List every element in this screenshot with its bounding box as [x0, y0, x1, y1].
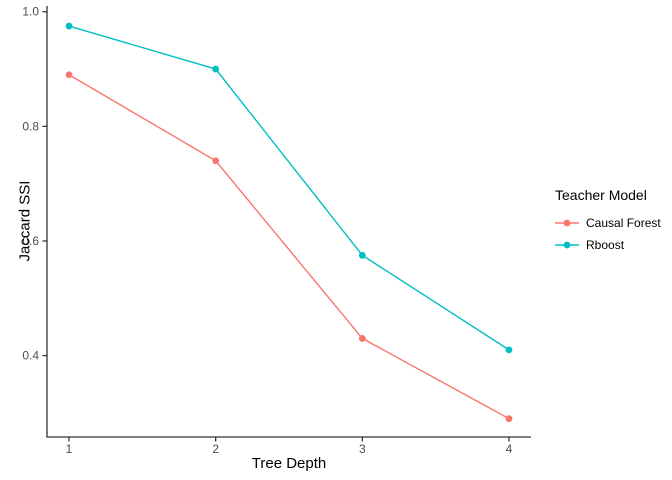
legend-label: Causal Forest — [586, 216, 661, 230]
legend-key-icon — [555, 241, 579, 249]
legend-key-icon — [555, 219, 579, 227]
data-point-rboost — [212, 65, 220, 73]
y-tick-label: 0.4 — [22, 349, 39, 363]
y-tick-label: 0.6 — [22, 234, 39, 248]
legend-title: Teacher Model — [555, 187, 647, 203]
data-point-causal-forest — [65, 71, 73, 79]
data-point-causal-forest — [358, 335, 366, 342]
x-tick-label: 3 — [359, 442, 366, 456]
data-point-causal-forest — [505, 415, 513, 423]
x-tick-label: 4 — [506, 442, 513, 456]
data-point-rboost — [65, 22, 73, 30]
x-tick-label: 2 — [212, 442, 219, 456]
data-point-rboost — [358, 251, 366, 259]
y-tick-label: 0.8 — [22, 119, 39, 133]
x-axis-title: Tree Depth — [251, 455, 327, 472]
legend-entry-rboost: Rboost — [555, 234, 661, 256]
x-tick-label: 1 — [66, 442, 73, 456]
series-line-causal-forest — [68, 74, 510, 420]
series-line-rboost — [68, 25, 510, 351]
legend-label: Rboost — [586, 238, 625, 252]
data-point-causal-forest — [212, 157, 220, 165]
legend-entry-causal-forest: Causal Forest — [555, 212, 661, 234]
legend: Teacher Model Causal Forest Rboost — [555, 187, 661, 256]
legend-entries: Causal Forest Rboost — [555, 212, 661, 256]
y-axis-title: Jaccard SSI — [16, 180, 34, 262]
y-tick-label: 1.0 — [22, 5, 39, 19]
data-point-rboost — [505, 346, 513, 354]
